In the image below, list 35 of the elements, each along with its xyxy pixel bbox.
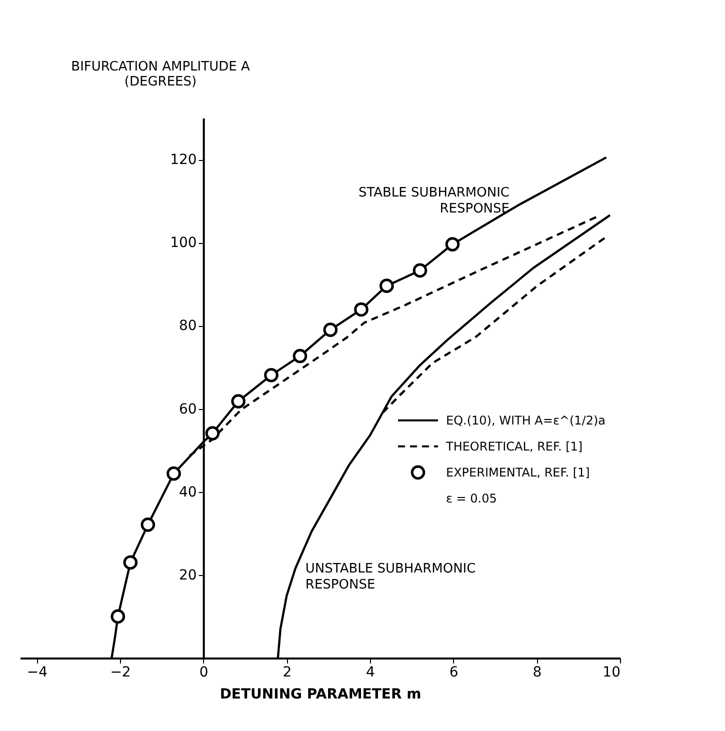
annotation: UNSTABLE SUBHARMONIC RESPONSE (305, 561, 476, 592)
point (110, 609, 126, 624)
point (445, 237, 460, 252)
x-axis-title: DETUNING PARAMETER m (220, 686, 422, 702)
y-tick-label: 40 (179, 484, 197, 500)
x-tick-label: 8 (532, 664, 542, 680)
y-tick-label: 60 (179, 401, 197, 418)
point (323, 322, 338, 337)
y-axis-title: BIFURCATION AMPLITUDE A (DEGREES) (71, 60, 250, 90)
point (412, 263, 428, 278)
point (166, 466, 181, 481)
point (140, 518, 156, 532)
point (264, 368, 278, 382)
point (231, 394, 246, 408)
point (380, 278, 394, 293)
y-tick-label: 100 (170, 235, 197, 252)
x-tick-label: −4 (26, 664, 48, 680)
point (123, 555, 138, 570)
y-tick-label: 20 (179, 567, 197, 584)
annotation: ε = 0.05 (446, 491, 497, 506)
point (205, 426, 220, 440)
y-tick-label: 120 (170, 152, 197, 168)
point (292, 348, 308, 364)
y-tick-label: 80 (179, 318, 197, 334)
point (354, 302, 368, 317)
x-tick-label: 2 (282, 664, 292, 680)
x-tick-label: 10 (602, 664, 620, 680)
x-tick-label: 0 (199, 664, 208, 680)
x-tick-label: −2 (110, 664, 131, 680)
x-tick-label: 4 (366, 664, 376, 680)
legend-label: EXPERIMENTAL, REF. [1] (446, 465, 590, 480)
annotation: STABLE SUBHARMONIC RESPONSE (358, 186, 510, 217)
x-tick-label: 6 (449, 664, 458, 680)
legend-label: EQ.(10), WITH A=ε^(1/2)a (446, 413, 606, 428)
legend-label: THEORETICAL, REF. [1] (445, 439, 583, 454)
